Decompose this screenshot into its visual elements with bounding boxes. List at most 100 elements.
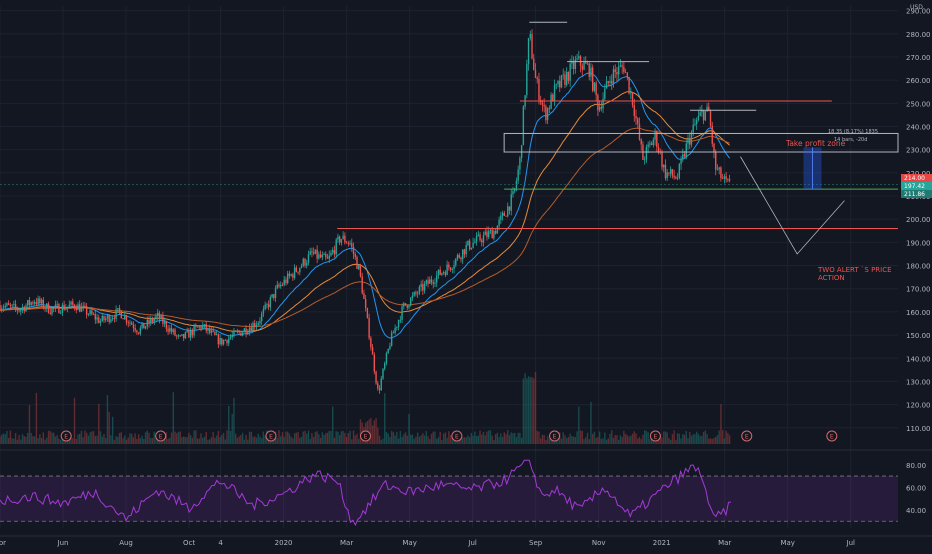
earnings-marker[interactable] [649,430,661,442]
candle-body[interactable] [529,34,531,39]
candle-body[interactable] [692,124,694,133]
candle-body[interactable] [148,319,150,324]
candle-body[interactable] [151,318,154,322]
candle-body[interactable] [46,303,48,309]
candle-body[interactable] [638,123,641,140]
candle-body[interactable] [177,335,180,337]
earnings-marker[interactable] [60,430,72,442]
candle-body[interactable] [536,77,538,80]
candle-body[interactable] [564,74,566,85]
candle-body[interactable] [616,72,618,75]
candle-body[interactable] [293,267,296,278]
earnings-marker[interactable] [155,430,167,442]
candle-body[interactable] [193,326,195,336]
candle-body[interactable] [586,63,589,65]
candle-body[interactable] [656,131,658,147]
candle-body[interactable] [538,79,540,101]
candle-body[interactable] [371,347,374,355]
candle-body[interactable] [288,273,291,276]
candle-body[interactable] [583,62,585,70]
candle-body[interactable] [488,231,490,238]
candle-body[interactable] [146,319,149,327]
candle-body[interactable] [82,305,84,307]
candle-body[interactable] [565,71,568,85]
candle-body[interactable] [605,81,608,89]
candle-body[interactable] [274,288,277,298]
candle-body[interactable] [553,84,556,102]
drawings-layer[interactable]: E E E E E E E E E Take profit zone TWO ALERT `S PR… [0,21,899,442]
candle-body[interactable] [273,294,275,298]
candle-body[interactable] [141,322,143,328]
candle-body[interactable] [493,231,495,239]
candle-body[interactable] [598,106,601,111]
candle-body[interactable] [437,269,440,276]
candle-body[interactable] [358,264,360,269]
candle-body[interactable] [7,303,10,305]
candle-body[interactable] [704,111,707,121]
candle-body[interactable] [694,123,696,125]
candle-body[interactable] [195,326,197,327]
candle-body[interactable] [501,212,504,216]
candle-body[interactable] [621,65,623,67]
candle-body[interactable] [105,318,107,321]
candle-body[interactable] [276,284,278,289]
candle-body[interactable] [472,242,474,248]
candle-body[interactable] [302,258,304,266]
candle-body[interactable] [576,58,578,60]
candle-body[interactable] [137,332,140,334]
candle-body[interactable] [345,242,348,244]
candle-body[interactable] [415,292,417,294]
candle-body[interactable] [467,240,469,245]
candle-body[interactable] [158,312,161,320]
candle-body[interactable] [241,332,244,336]
candle-body[interactable] [368,317,370,339]
candle-body[interactable] [460,257,462,260]
candle-body[interactable] [233,330,235,336]
candle-body[interactable] [281,284,284,286]
candle-body[interactable] [567,71,570,81]
candle-body[interactable] [101,315,103,321]
candle-body[interactable] [406,305,408,308]
candle-body[interactable] [425,280,428,284]
candle-body[interactable] [500,215,502,220]
take-profit-zone[interactable] [503,132,899,153]
candle-body[interactable] [13,303,15,305]
candle-body[interactable] [0,304,1,311]
candle-body[interactable] [202,325,204,329]
candle-body[interactable] [44,308,46,309]
candle-body[interactable] [678,164,681,178]
candle-body[interactable] [513,188,516,192]
candle-body[interactable] [378,388,381,391]
candle-body[interactable] [125,315,128,323]
candle-body[interactable] [571,61,573,64]
candle-body[interactable] [503,212,505,216]
candle-body[interactable] [297,271,299,273]
candle-body[interactable] [94,314,97,320]
candle-body[interactable] [725,176,727,180]
candle-body[interactable] [307,254,310,263]
candle-body[interactable] [91,310,93,315]
candle-body[interactable] [68,304,71,307]
candle-body[interactable] [286,273,289,283]
candle-body[interactable] [543,104,545,107]
candle-body[interactable] [117,308,119,310]
candle-body[interactable] [727,179,729,180]
candle-body[interactable] [706,106,708,112]
candle-body[interactable] [522,106,525,146]
candle-body[interactable] [208,328,211,333]
candle-body[interactable] [111,318,114,320]
candle-body[interactable] [292,274,294,278]
candle-body[interactable] [157,312,159,317]
candle-body[interactable] [332,250,334,253]
candle-body[interactable] [463,249,466,255]
candle-body[interactable] [266,304,268,306]
candle-body[interactable] [344,235,346,243]
candle-body[interactable] [356,256,358,269]
candle-body[interactable] [489,229,492,232]
candle-body[interactable] [628,77,630,94]
candle-body[interactable] [614,69,616,73]
candle-body[interactable] [690,132,693,145]
candle-body[interactable] [559,81,561,88]
candle-body[interactable] [247,332,249,334]
candle-body[interactable] [113,318,116,319]
